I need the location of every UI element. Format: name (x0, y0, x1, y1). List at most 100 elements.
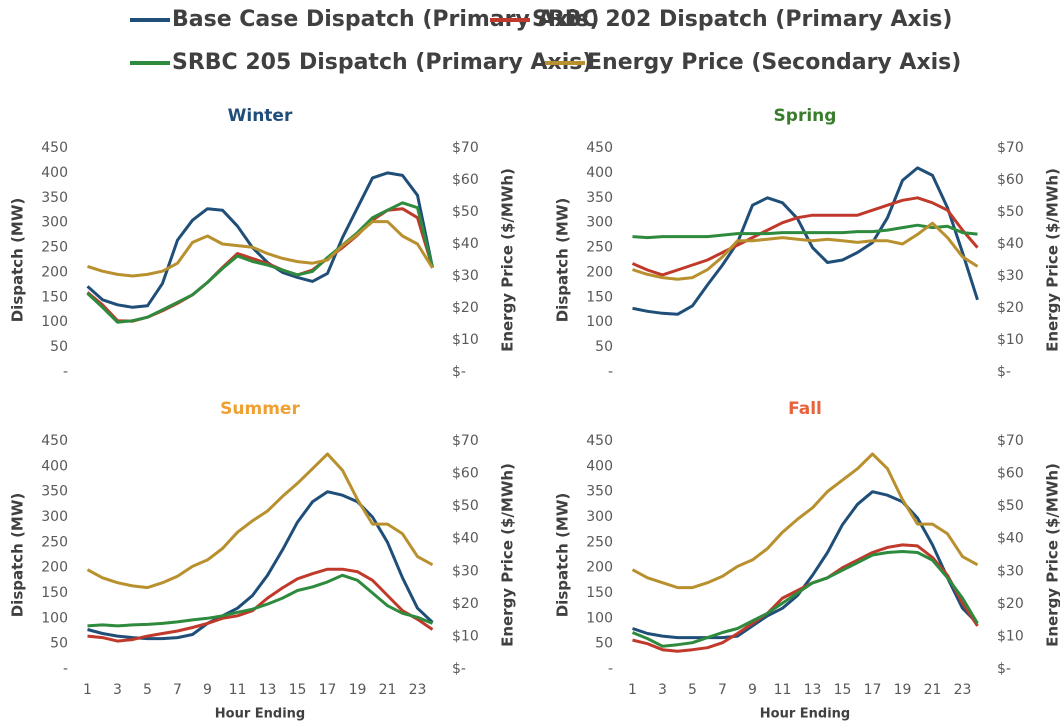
y2-tick-label: $40 (452, 236, 479, 252)
y-tick-label: 350 (586, 484, 613, 500)
y2-tick-label: $20 (997, 300, 1024, 316)
y-tick-label: - (63, 661, 68, 677)
y2-tick-label: $50 (997, 498, 1024, 514)
y-tick-label: 200 (586, 560, 613, 576)
x-tick-label: 19 (349, 682, 367, 698)
y-tick-label: 100 (586, 610, 613, 626)
x-tick-label: 21 (924, 682, 942, 698)
y-tick-label: 50 (50, 339, 68, 355)
y2-axis-label: Energy Price ($/MWh) (1044, 168, 1060, 352)
x-tick-label: 5 (688, 682, 697, 698)
y2-tick-label: $40 (997, 236, 1024, 252)
y-tick-label: 50 (595, 339, 613, 355)
series-line (632, 223, 978, 240)
series-line (631, 196, 979, 277)
y-axis-label: Dispatch (MW) (9, 198, 27, 323)
series-line (631, 452, 979, 590)
y2-tick-label: $70 (452, 140, 479, 156)
series-line (87, 573, 434, 628)
y-tick-label: 200 (41, 264, 68, 280)
y-tick-label: 100 (41, 314, 68, 330)
y2-tick-label: $70 (452, 433, 479, 449)
y2-tick-label: $- (997, 364, 1011, 380)
series-line (632, 221, 979, 281)
y-tick-label: 250 (41, 240, 68, 256)
chart-title: Winter (228, 106, 293, 126)
x-tick-label: 13 (804, 682, 822, 698)
y2-tick-label: $60 (997, 466, 1024, 482)
y-tick-label: 200 (586, 264, 613, 280)
x-axis-label: Hour Ending (760, 707, 850, 722)
y2-tick-label: $30 (997, 563, 1024, 579)
y-tick-label: 450 (586, 140, 613, 156)
y2-tick-label: $70 (997, 433, 1024, 449)
y2-tick-label: $60 (452, 466, 479, 482)
y-tick-label: 150 (586, 585, 613, 601)
y2-tick-label: $50 (452, 204, 479, 220)
legend-label: Energy Price (Secondary Axis) (587, 50, 961, 75)
series-line (631, 550, 979, 648)
x-tick-label: 3 (113, 682, 122, 698)
x-tick-label: 15 (289, 682, 307, 698)
series-line (87, 220, 434, 278)
y-tick-label: 300 (586, 215, 613, 231)
legend-label: SRBC 205 Dispatch (Primary Axis) (172, 50, 592, 75)
y-tick-label: 250 (586, 240, 613, 256)
y-tick-label: 100 (41, 610, 68, 626)
y-tick-label: 150 (586, 289, 613, 305)
y2-tick-label: $20 (452, 596, 479, 612)
y2-tick-label: $30 (997, 268, 1024, 284)
y-tick-label: 350 (586, 190, 613, 206)
y-tick-label: 300 (41, 509, 68, 525)
y2-tick-label: $- (997, 661, 1011, 677)
y-tick-label: 400 (41, 458, 68, 474)
y-axis-label: Dispatch (MW) (9, 493, 27, 618)
y2-tick-label: $40 (452, 531, 479, 547)
y2-tick-label: $20 (997, 596, 1024, 612)
y2-axis-label: Energy Price ($/MWh) (499, 463, 517, 647)
x-tick-label: 23 (954, 682, 972, 698)
y-tick-label: 150 (41, 289, 68, 305)
y-tick-label: 50 (595, 636, 613, 652)
y2-tick-label: $10 (452, 332, 479, 348)
y-tick-label: 250 (586, 534, 613, 550)
y-tick-label: 150 (41, 585, 68, 601)
x-tick-label: 21 (379, 682, 397, 698)
y-tick-label: 50 (50, 636, 68, 652)
y-tick-label: 350 (41, 190, 68, 206)
y2-tick-label: $10 (997, 332, 1024, 348)
y-tick-label: - (608, 364, 613, 380)
y-tick-label: 400 (586, 165, 613, 181)
y2-tick-label: $- (452, 661, 466, 677)
y-tick-label: 400 (586, 458, 613, 474)
series-line (632, 543, 979, 653)
y-tick-label: 450 (41, 433, 68, 449)
y2-tick-label: $50 (997, 204, 1024, 220)
x-tick-label: 19 (894, 682, 912, 698)
x-tick-label: 9 (748, 682, 757, 698)
y2-axis-label: Energy Price ($/MWh) (1044, 463, 1060, 647)
series-line (86, 207, 434, 323)
x-tick-label: 23 (409, 682, 427, 698)
x-tick-label: 9 (203, 682, 212, 698)
y2-tick-label: $50 (452, 498, 479, 514)
y2-axis-label: Energy Price ($/MWh) (499, 168, 517, 352)
x-tick-label: 13 (259, 682, 277, 698)
series-line (86, 201, 434, 324)
x-tick-label: 15 (834, 682, 852, 698)
y-tick-label: 250 (41, 534, 68, 550)
x-tick-label: 1 (83, 682, 92, 698)
y-tick-label: - (608, 661, 613, 677)
y-tick-label: 450 (41, 140, 68, 156)
series-line (86, 452, 434, 590)
x-tick-label: 7 (173, 682, 182, 698)
y-tick-label: 200 (41, 560, 68, 576)
x-tick-label: 7 (718, 682, 727, 698)
x-axis-label: Hour Ending (215, 707, 305, 722)
y2-tick-label: $60 (997, 172, 1024, 188)
y-axis-label: Dispatch (MW) (554, 493, 572, 618)
y-tick-label: 350 (41, 484, 68, 500)
x-tick-label: 11 (229, 682, 247, 698)
y-tick-label: 100 (586, 314, 613, 330)
y2-tick-label: $30 (452, 563, 479, 579)
